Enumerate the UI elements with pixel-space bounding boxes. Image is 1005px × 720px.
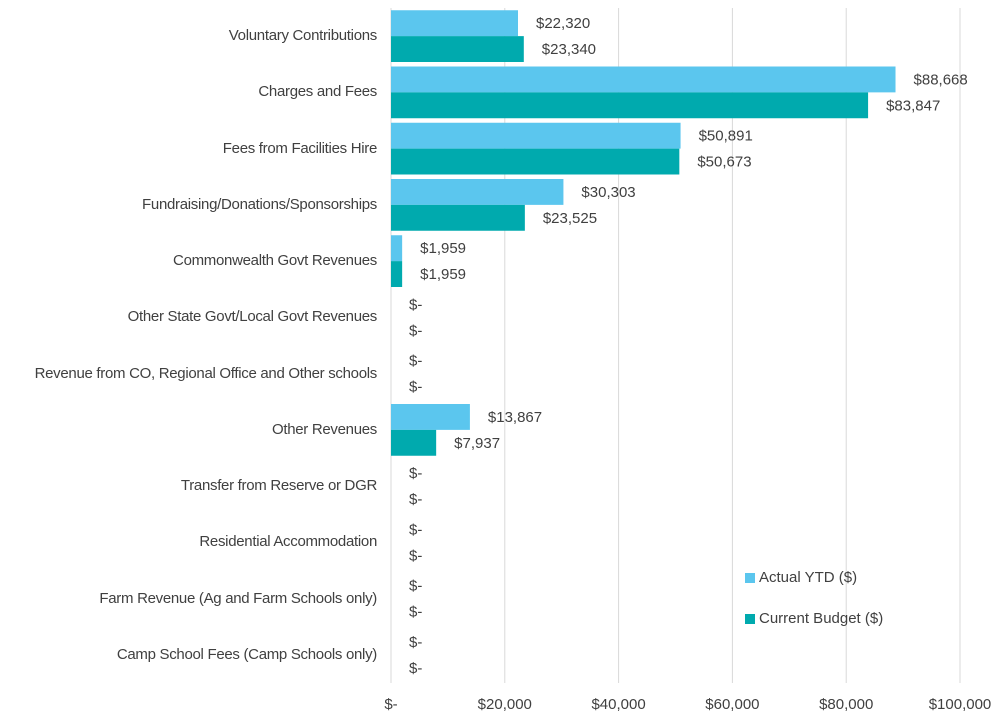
value-label: $- — [409, 322, 422, 339]
value-label: $- — [409, 379, 422, 396]
bar — [391, 92, 869, 119]
value-label: $- — [409, 634, 422, 651]
value-label: $1,959 — [420, 240, 466, 257]
legend-label: Actual YTD ($) — [759, 569, 857, 586]
value-label: $83,847 — [886, 97, 940, 114]
value-label: $50,891 — [699, 128, 753, 145]
bar — [391, 179, 564, 205]
value-label: $- — [409, 547, 422, 564]
value-label: $- — [409, 578, 422, 595]
category-label: Charges and Fees — [258, 83, 377, 101]
value-label: $- — [409, 521, 422, 538]
category-label: Fundraising/Donations/Sponsorships — [142, 195, 377, 213]
value-label: $88,668 — [914, 71, 968, 88]
bar — [391, 148, 680, 175]
value-label: $7,937 — [454, 435, 500, 452]
legend-swatch — [745, 573, 755, 583]
x-tick-label: $80,000 — [819, 696, 873, 713]
bar — [391, 204, 525, 231]
category-label: Residential Accommodation — [199, 533, 377, 551]
category-label: Farm Revenue (Ag and Farm Schools only) — [99, 589, 377, 607]
category-label: Transfer from Reserve or DGR — [180, 477, 377, 495]
x-tick-label: $20,000 — [478, 696, 532, 713]
bar — [391, 235, 403, 262]
category-label: Other State Govt/Local Govt Revenues — [127, 308, 378, 326]
category-label: Voluntary Contributions — [228, 27, 378, 45]
bar — [391, 66, 896, 93]
value-label: $50,673 — [697, 154, 751, 171]
bar — [391, 122, 681, 149]
legend-label: Current Budget ($) — [759, 610, 883, 627]
value-label: $- — [409, 660, 422, 677]
value-label: $- — [409, 491, 422, 508]
value-label: $1,959 — [420, 266, 466, 283]
bar — [391, 261, 403, 287]
value-label: $- — [409, 465, 422, 482]
category-label: Revenue from CO, Regional Office and Oth… — [34, 364, 378, 382]
bar — [391, 36, 524, 62]
bar — [391, 429, 437, 456]
x-tick-label: $40,000 — [591, 696, 645, 713]
value-label: $- — [409, 353, 422, 370]
value-label: $- — [409, 296, 422, 313]
category-label: Commonwealth Govt Revenues — [173, 252, 377, 270]
value-label: $13,867 — [488, 409, 542, 426]
bar — [391, 404, 470, 430]
value-label: $23,525 — [543, 210, 597, 227]
value-label: $22,320 — [536, 15, 590, 32]
category-label: Camp School Fees (Camp Schools only) — [116, 645, 377, 663]
category-label: Fees from Facilities Hire — [222, 139, 378, 157]
value-label: $23,340 — [542, 41, 596, 58]
x-tick-label: $- — [384, 696, 397, 713]
value-label: $30,303 — [581, 184, 635, 201]
value-label: $- — [409, 604, 422, 621]
x-tick-label: $100,000 — [929, 696, 992, 713]
x-tick-label: $60,000 — [705, 696, 759, 713]
legend-swatch — [745, 614, 755, 624]
category-label: Other Revenues — [271, 420, 377, 438]
bar — [391, 10, 519, 37]
